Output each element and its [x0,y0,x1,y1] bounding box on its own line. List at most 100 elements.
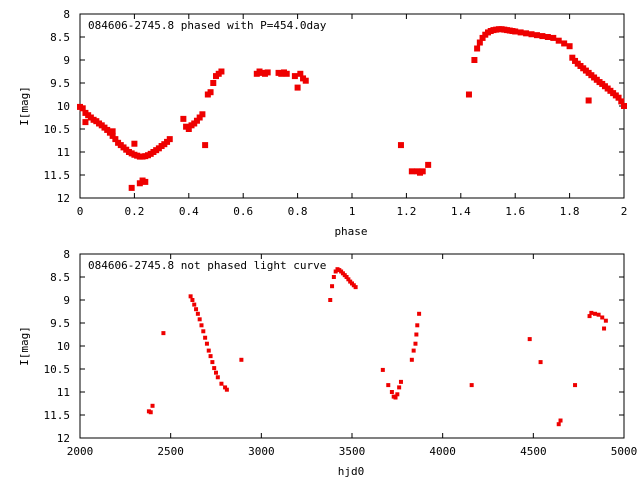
unphased-x-tick-label: 3000 [248,445,275,458]
unphased-data-point [328,298,333,302]
unphased-data-point [212,366,217,371]
unphased-data-point [192,302,197,307]
phased-data-point [166,136,173,143]
phased-data-point [479,34,486,41]
phased-data-point [302,77,309,84]
unphased-data-point [214,370,218,375]
phased-data-point [618,98,625,105]
phased-y-tick-label: 8.5 [50,31,70,44]
unphased-data-points [146,267,608,427]
unphased-y-tick-label: 8 [63,248,70,261]
phased-y-tick-label: 8 [63,8,70,21]
phased-data-point [425,161,432,168]
unphased-data-point [201,329,206,334]
phased-data-point [555,37,562,44]
unphased-x-tick-label: 2000 [67,445,94,458]
phased-y-tick-label: 10 [57,100,70,113]
unphased-panel: 084606-2745.8 not phased light curve hjd… [18,248,637,478]
phased-data-point [264,69,271,76]
phased-data-point [523,30,530,37]
unphased-axis-ticks: 2000 2500 3000 3500 4000 4500 5000 8 8.5 9 9.5 10 10… [44,248,638,458]
unphased-data-point [395,392,400,397]
unphased-data-point [188,294,193,299]
phased-data-point [561,40,568,47]
unphased-data-point [199,323,204,328]
unphased-data-point [206,348,211,353]
phased-data-point [621,103,627,109]
unphased-data-point [148,410,153,415]
phased-data-point [408,168,415,175]
unphased-data-point [538,360,543,365]
unphased-data-point [558,418,563,423]
phased-x-tick-label: 1.4 [451,205,471,218]
phased-y-tick-label: 11.5 [44,169,71,182]
phased-data-point [199,111,206,118]
unphased-data-point [219,381,224,386]
phased-data-point [544,34,551,40]
phased-data-point [79,105,86,112]
unphased-data-point [415,323,420,328]
phased-data-point [517,29,524,36]
unphased-x-tick-label: 4500 [520,445,547,458]
phased-data-point [131,140,138,147]
unphased-y-tick-label: 9.5 [50,317,70,330]
phased-data-point [112,136,119,143]
phased-data-point [218,68,225,75]
phased-data-point [294,84,301,91]
unphased-x-tick-label: 4000 [429,445,456,458]
unphased-data-point [398,379,403,384]
phased-y-tick-label: 12 [57,192,70,205]
unphased-y-tick-label: 11 [57,386,70,399]
phased-x-axis-label: phase [334,225,367,238]
phased-data-point [193,117,200,124]
phased-data-point [109,132,116,139]
unphased-y-tick-label: 10.5 [44,363,71,376]
unphased-data-point [393,395,398,400]
phased-data-point [297,70,304,77]
phased-data-point [615,94,622,101]
phased-data-point [196,114,203,121]
phased-data-point [210,80,217,86]
unphased-data-point [413,341,418,346]
phased-y-tick-label: 10.5 [44,123,71,136]
phased-axis-ticks: 0 0.2 0.4 0.6 0.8 1 1.2 1.4 1.6 1.8 2 8 8.5 9 9.5 10 10.… [44,8,628,218]
phased-data-point [207,89,214,96]
phased-data-point [419,168,426,175]
unphased-data-point [190,298,195,302]
unphased-data-point [573,383,578,388]
phased-x-tick-label: 1.6 [505,205,525,218]
phased-x-tick-label: 1.2 [396,205,416,218]
unphased-data-point [344,275,349,279]
unphased-data-point [203,335,208,340]
phased-data-point [185,126,192,132]
phased-data-point [528,31,535,38]
unphased-data-point [556,422,561,427]
unphased-data-point [204,341,209,346]
unphased-data-point [602,326,607,331]
phased-data-point [569,54,576,61]
unphased-data-point [417,311,422,316]
unphased-data-point [386,383,391,388]
phased-data-point [202,142,209,149]
unphased-data-point [411,348,416,353]
phased-y-tick-label: 9.5 [50,77,70,90]
phased-data-point [471,57,478,63]
unphased-data-point [331,275,336,279]
phased-data-point [291,73,298,80]
phased-data-point [474,45,481,52]
phased-data-points [77,26,627,191]
phased-x-tick-label: 2 [621,205,628,218]
unphased-data-point [353,285,358,290]
unphased-data-point [161,331,166,336]
unphased-data-point [194,307,199,312]
unphased-chart-title: 084606-2745.8 not phased light curve [88,259,326,272]
unphased-data-point [330,284,335,289]
unphased-y-tick-label: 10 [57,340,70,353]
phased-y-axis-label: I[mag] [18,86,31,126]
phased-x-tick-label: 0.4 [179,205,199,218]
unphased-data-point [527,337,532,342]
phased-data-point [539,33,546,40]
unphased-data-point [587,314,592,319]
phased-x-tick-label: 0 [77,205,84,218]
unphased-x-tick-label: 2500 [157,445,184,458]
